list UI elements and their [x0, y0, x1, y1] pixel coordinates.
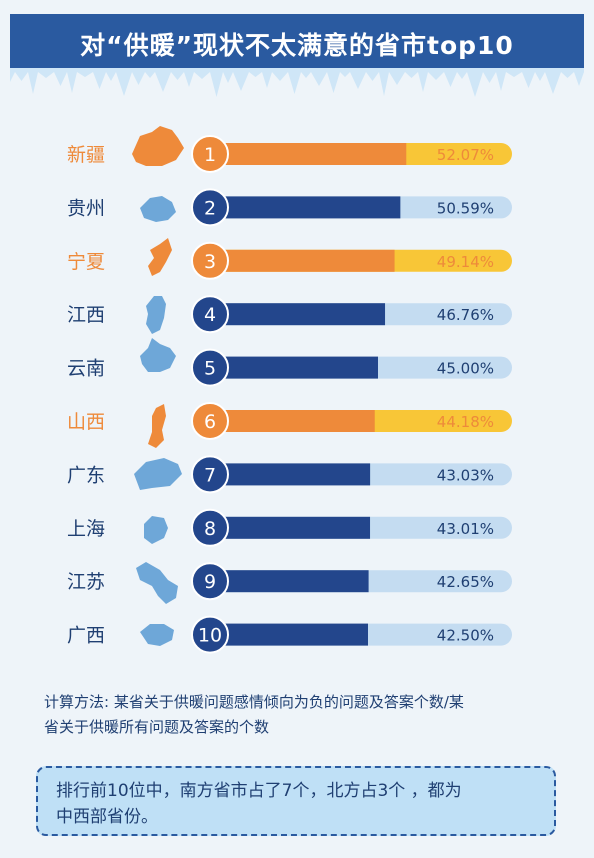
rank-badge [191, 241, 229, 280]
bar-row: 江苏 9 42.65% [67, 562, 512, 604]
xinjiang-map-icon [132, 126, 184, 166]
rank-badge [191, 348, 229, 387]
jiangsu-map-icon [136, 562, 178, 604]
rank-badge [191, 188, 229, 227]
category-label: 江西 [67, 304, 105, 326]
rank-badge [191, 295, 229, 334]
rank-number: 9 [204, 571, 216, 593]
calculation-note: 计算方法: 某省关于供暖问题感情倾向为负的问题及答案个数/某 省关于供暖所有问题… [44, 690, 564, 740]
value-label: 43.03% [437, 466, 494, 484]
page-title: 对“供暖”现状不太满意的省市top10 [80, 31, 514, 60]
bar-fill [198, 410, 375, 432]
value-label: 52.07% [437, 146, 494, 164]
ranking-chart: 新疆 1 52.07% 贵州 2 50.59% 宁夏 3 49.14% 江西 4 46.76% 云南 5 4… [67, 126, 512, 654]
bar-row: 江西 4 46.76% [67, 295, 512, 334]
note-line-1: 计算方法: 某省关于供暖问题感情倾向为负的问题及答案个数/某 [44, 693, 464, 711]
bar-row: 新疆 1 52.07% [67, 126, 512, 173]
ningxia-map-icon [148, 238, 172, 276]
bar-row: 广东 7 43.03% [67, 455, 512, 494]
value-label: 49.14% [437, 253, 494, 271]
bar-fill [198, 196, 401, 219]
icicle-decoration [10, 68, 584, 97]
category-label: 新疆 [67, 144, 105, 166]
bar-fill [198, 249, 395, 272]
note-line-2: 省关于供暖所有问题及答案的个数 [44, 718, 270, 736]
jiangxi-map-icon [146, 296, 166, 334]
summary-line-2: 中西部省份。 [56, 807, 158, 827]
category-label: 山西 [67, 411, 105, 433]
value-label: 43.01% [437, 520, 494, 538]
rank-badge [191, 508, 229, 547]
value-label: 42.65% [437, 573, 494, 591]
guangdong-map-icon [134, 458, 182, 490]
bar-row: 贵州 2 50.59% [67, 188, 512, 227]
value-label: 45.00% [437, 360, 494, 378]
bar-row: 广西 10 42.50% [67, 615, 512, 654]
summary-box: 排行前10位中，南方省市占了7个，北方占3个 ，都为 中西部省份。 [36, 766, 556, 836]
rank-number: 3 [204, 251, 216, 273]
bar-fill [198, 143, 407, 165]
category-label: 广西 [67, 625, 105, 647]
summary-line-1: 排行前10位中，南方省市占了7个，北方占3个 ，都为 [56, 781, 462, 801]
rank-number: 6 [204, 411, 216, 433]
bar-row: 宁夏 3 49.14% [67, 238, 512, 280]
category-label: 江苏 [67, 571, 105, 593]
rank-badge [191, 402, 229, 440]
rank-badge [191, 135, 229, 173]
rank-number: 5 [204, 358, 216, 380]
bar-fill [198, 356, 378, 379]
rank-number: 1 [204, 144, 216, 166]
rank-number: 2 [204, 197, 216, 219]
yunnan-map-icon [140, 338, 176, 372]
category-label: 广东 [67, 464, 105, 486]
bar-fill [198, 623, 368, 646]
rank-badge [191, 455, 229, 494]
rank-number: 7 [204, 464, 216, 486]
bar-fill [198, 303, 386, 326]
category-label: 云南 [67, 358, 105, 380]
category-label: 贵州 [67, 197, 105, 219]
guizhou-map-icon [140, 196, 176, 222]
shanxi-map-icon [148, 404, 166, 448]
bar-fill [198, 516, 371, 539]
rank-badge [191, 615, 229, 654]
shanghai-map-icon [144, 516, 168, 544]
category-label: 上海 [67, 518, 105, 540]
bar-fill [198, 463, 371, 486]
bar-fill [198, 570, 369, 593]
bar-row: 云南 5 45.00% [67, 338, 512, 387]
rank-number: 4 [204, 304, 216, 326]
rank-badge [191, 562, 229, 601]
category-label: 宁夏 [67, 251, 105, 273]
value-label: 42.50% [437, 627, 494, 645]
bar-row: 上海 8 43.01% [67, 508, 512, 547]
title-banner: 对“供暖”现状不太满意的省市top10 [10, 14, 584, 70]
bar-row: 山西 6 44.18% [67, 402, 512, 448]
guangxi-map-icon [140, 624, 174, 646]
value-label: 44.18% [437, 413, 494, 431]
rank-number: 8 [204, 518, 216, 540]
value-label: 50.59% [437, 199, 494, 217]
icicle-shape [10, 68, 584, 97]
value-label: 46.76% [437, 306, 494, 324]
rank-number: 10 [198, 625, 222, 647]
